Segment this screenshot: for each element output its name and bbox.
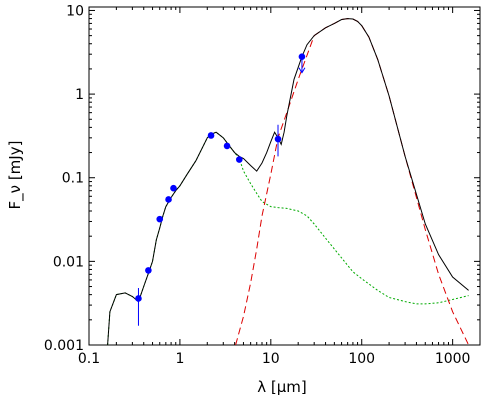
y-tick-label: 0.1 [62,171,84,187]
series-line-2 [235,18,470,345]
plot-frame [88,6,481,346]
data-point [170,184,177,192]
data-point [156,215,164,223]
series-line-0 [107,18,469,345]
y-tick-label: 0.01 [53,254,84,270]
x-axis-title: λ [μm] [257,378,307,396]
x-tick-label: 100 [348,351,375,367]
data-point [274,135,282,143]
y-axis-ticks: 0.001 0.01 0.1 1 10 [44,3,480,354]
data-point [207,132,215,139]
x-axis-ticks: 0.1 1 10 100 1000 [78,7,471,367]
data-points-layer [135,53,306,326]
y-tick-label: 0.001 [44,338,84,354]
data-point [135,295,142,302]
data-point [145,267,152,274]
data-point [223,142,231,150]
upper-limit-arrowhead [298,67,306,74]
series-line-1 [107,131,469,345]
x-tick-label: 10 [262,351,280,367]
x-tick-label: 0.1 [78,351,100,367]
data-point [298,53,306,60]
y-tick-label: 10 [66,3,84,19]
y-tick-label: 1 [75,87,84,103]
x-tick-label: 1 [175,351,184,367]
series-layer [107,18,470,345]
data-point [165,196,172,203]
y-axis-title: F_ν [mJy] [6,141,25,210]
data-point [235,156,243,163]
x-tick-label: 1000 [435,351,471,367]
